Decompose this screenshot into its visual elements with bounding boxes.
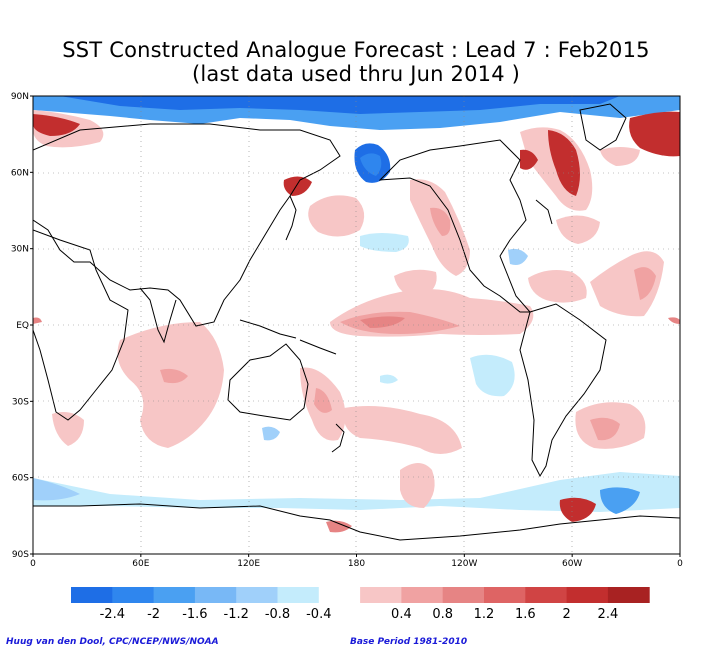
lat-tick-label: 60N bbox=[11, 168, 29, 178]
southern-ocean-negative-anomaly bbox=[33, 472, 680, 514]
longitude-axis: 0 60E 120E 180 120W 60W 0 bbox=[30, 554, 683, 569]
color-bar-swatch bbox=[318, 587, 361, 603]
lat-tick-label: 90N bbox=[11, 92, 29, 102]
color-bar-swatch bbox=[607, 587, 650, 603]
color-bar-label: 2.4 bbox=[598, 607, 619, 622]
credit-base-period: Base Period 1981-2010 bbox=[350, 637, 468, 647]
color-bar-label: -2 bbox=[147, 607, 160, 622]
lon-tick-label: 120E bbox=[237, 559, 260, 569]
color-bar-swatch bbox=[484, 587, 526, 603]
warm-anomalies bbox=[33, 110, 680, 533]
cool-patches bbox=[262, 233, 528, 441]
lon-tick-label: 180 bbox=[348, 559, 365, 569]
lat-tick-label: EQ bbox=[16, 321, 29, 331]
color-bar-label: 2 bbox=[562, 607, 570, 622]
color-bar-label: -1.6 bbox=[182, 607, 207, 622]
lat-tick-label: 30N bbox=[11, 245, 29, 255]
color-bar-label: -2.4 bbox=[100, 607, 125, 622]
color-bar-label: 1.2 bbox=[474, 607, 495, 622]
color-bar-swatch bbox=[566, 587, 609, 603]
color-bar-swatch bbox=[360, 587, 402, 603]
color-bar-swatch bbox=[71, 587, 113, 603]
color-bar-swatch bbox=[442, 587, 485, 603]
color-bar-label: -0.8 bbox=[265, 607, 290, 622]
latitude-axis: 90N 60N 30N EQ 30S 60S 90S bbox=[11, 92, 33, 560]
lat-tick-label: 30S bbox=[12, 397, 29, 407]
lon-tick-label: 0 bbox=[30, 559, 36, 569]
lon-tick-label: 60E bbox=[132, 559, 149, 569]
color-bar-swatch bbox=[525, 587, 568, 603]
color-bar-label: -0.4 bbox=[306, 607, 331, 622]
map-title: SST Constructed Analogue Forecast : Lead… bbox=[62, 38, 650, 62]
credit-author: Huug van den Dool, CPC/NCEP/NWS/NOAA bbox=[6, 637, 219, 647]
lon-tick-label: 120W bbox=[451, 559, 477, 569]
map-subtitle: (last data used thru Jun 2014 ) bbox=[191, 62, 521, 86]
color-bar-label: 1.6 bbox=[515, 607, 536, 622]
color-bar-swatch bbox=[112, 587, 155, 603]
color-bar-label: -1.2 bbox=[224, 607, 249, 622]
lat-tick-label: 60S bbox=[12, 474, 29, 484]
color-bar-label: 0.4 bbox=[391, 607, 412, 622]
lon-tick-label: 60W bbox=[562, 559, 582, 569]
color-bar-label: 0.8 bbox=[432, 607, 453, 622]
color-bar-swatch bbox=[277, 587, 320, 603]
color-bar-swatch bbox=[194, 587, 237, 603]
lat-tick-label: 90S bbox=[12, 550, 29, 560]
color-bar-swatch bbox=[401, 587, 444, 603]
color-bar-swatch bbox=[153, 587, 196, 603]
arctic-negative-anomaly bbox=[33, 96, 680, 183]
continent-outlines bbox=[33, 103, 680, 541]
lon-tick-label: 0 bbox=[677, 559, 683, 569]
color-bar-swatch bbox=[236, 587, 278, 603]
